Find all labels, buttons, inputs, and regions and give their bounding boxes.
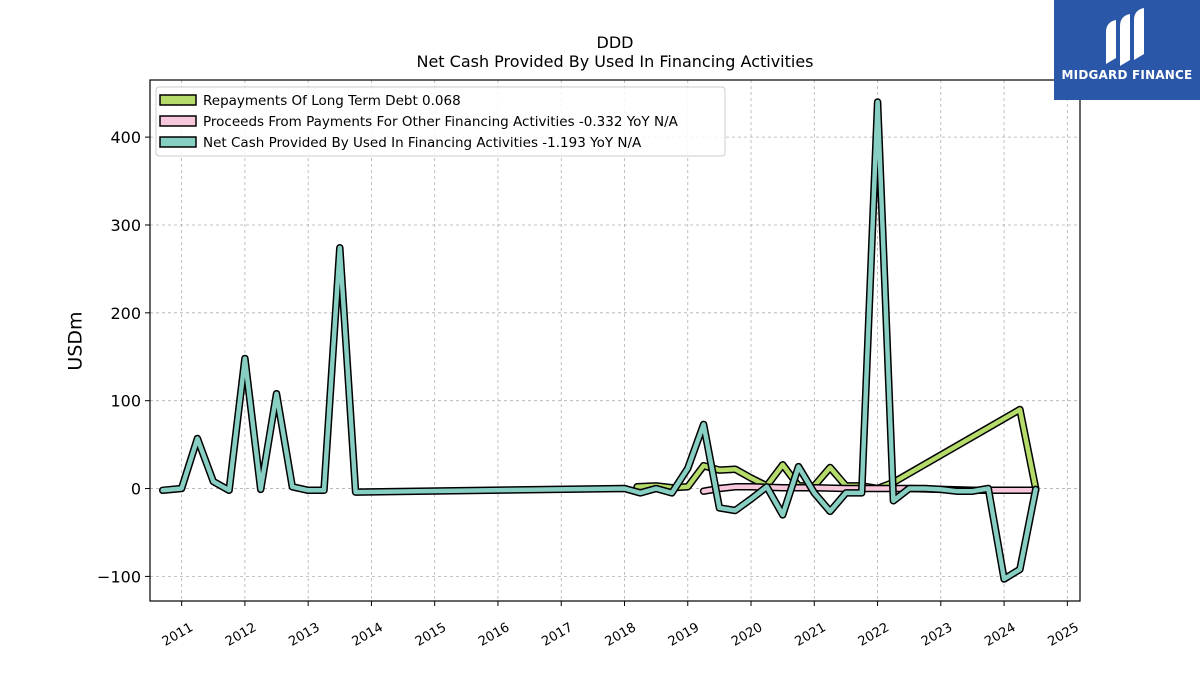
x-tick-label: 2014: [350, 620, 386, 650]
legend: Repayments Of Long Term Debt 0.068 Procee…: [155, 86, 726, 157]
series-line-outline: [158, 98, 1040, 583]
legend-swatch: [159, 115, 197, 127]
x-tick-label: 2011: [160, 620, 196, 650]
x-tick-label: 2017: [539, 620, 575, 650]
x-tick-label: 2012: [223, 620, 259, 650]
x-tick-label: 2020: [729, 620, 765, 650]
legend-swatch: [159, 94, 197, 106]
logo-mark-icon: [1106, 8, 1144, 66]
y-tick-label: 300: [110, 216, 141, 235]
y-tick-label: 100: [110, 392, 141, 411]
x-tick-label: 2018: [603, 620, 639, 650]
y-tick-label: −100: [97, 567, 141, 586]
chart-title: DDD: [596, 33, 634, 52]
plot-area-frame: [149, 79, 1081, 602]
brand-logo: MIDGARD FINANCE: [1054, 0, 1200, 100]
legend-entry-label: Repayments Of Long Term Debt 0.068: [203, 93, 461, 109]
chart-subtitle: Net Cash Provided By Used In Financing A…: [416, 52, 814, 71]
y-axis-label: USDm: [65, 311, 87, 370]
series-line: [160, 99, 1038, 582]
x-tick-label: 2024: [982, 620, 1018, 650]
x-tick-label: 2015: [413, 620, 449, 650]
x-tick-label: 2019: [666, 620, 702, 650]
legend-entry-label: Net Cash Provided By Used In Financing A…: [203, 135, 642, 151]
y-tick-label: 400: [110, 128, 141, 147]
x-tick-label: 2023: [919, 620, 955, 650]
grid-lines: [150, 80, 1080, 601]
logo-text: MIDGARD FINANCE: [1061, 68, 1193, 82]
series-3: [158, 98, 1040, 583]
x-tick-label: 2021: [792, 620, 828, 650]
legend-swatch: [159, 136, 197, 148]
x-tick-label: 2025: [1046, 620, 1082, 650]
x-tick-label: 2013: [286, 620, 322, 650]
series-lines: [158, 98, 1040, 583]
legend-box: [155, 86, 726, 157]
y-tick-label: 200: [110, 304, 141, 323]
x-tick-label: 2022: [856, 620, 892, 650]
y-tick-label: 0: [131, 480, 141, 499]
x-tick-label: 2016: [476, 620, 512, 650]
legend-entry-label: Proceeds From Payments For Other Financi…: [203, 114, 679, 130]
